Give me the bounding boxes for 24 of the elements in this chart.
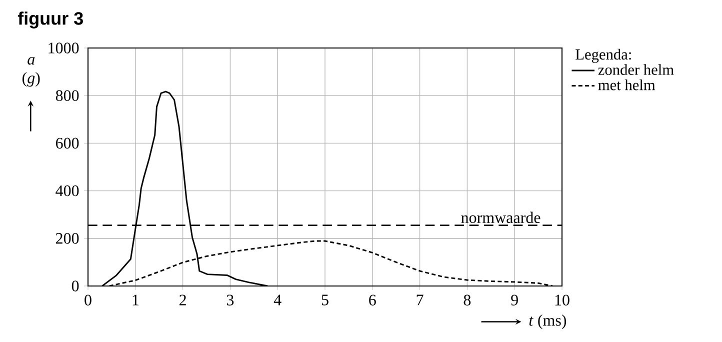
legend-label: met helm bbox=[598, 79, 656, 90]
x-tick-label: 6 bbox=[369, 294, 376, 306]
y-tick-label: 1000 bbox=[48, 42, 79, 54]
x-tick-label: 4 bbox=[274, 294, 282, 306]
x-axis-title: t (ms) bbox=[529, 314, 566, 330]
y-tick-label: 800 bbox=[56, 90, 79, 101]
x-tick-label: 1 bbox=[132, 294, 138, 306]
x-tick-label: 10 bbox=[555, 294, 570, 306]
x-tick-label: 2 bbox=[180, 294, 186, 306]
y-tick-label: 400 bbox=[56, 185, 79, 196]
x-tick-label: 0 bbox=[84, 294, 92, 306]
y-tick-label: 600 bbox=[56, 138, 79, 149]
x-tick-label: 8 bbox=[464, 294, 471, 306]
legend-label: zonder helm bbox=[598, 64, 674, 75]
y-tick-label: 0 bbox=[72, 280, 79, 292]
y-axis-title: a (g) bbox=[22, 56, 40, 87]
chart-title: figuur 3 bbox=[18, 12, 83, 28]
y-tick-label: 200 bbox=[56, 232, 79, 244]
x-tick-label: 5 bbox=[322, 294, 328, 306]
legend-title: Legenda: bbox=[576, 48, 631, 63]
x-tick-label: 9 bbox=[511, 294, 518, 306]
x-tick-label: 3 bbox=[226, 294, 234, 306]
x-tick-label: 7 bbox=[416, 294, 424, 306]
ref-line-label: normwaarde bbox=[461, 212, 540, 224]
